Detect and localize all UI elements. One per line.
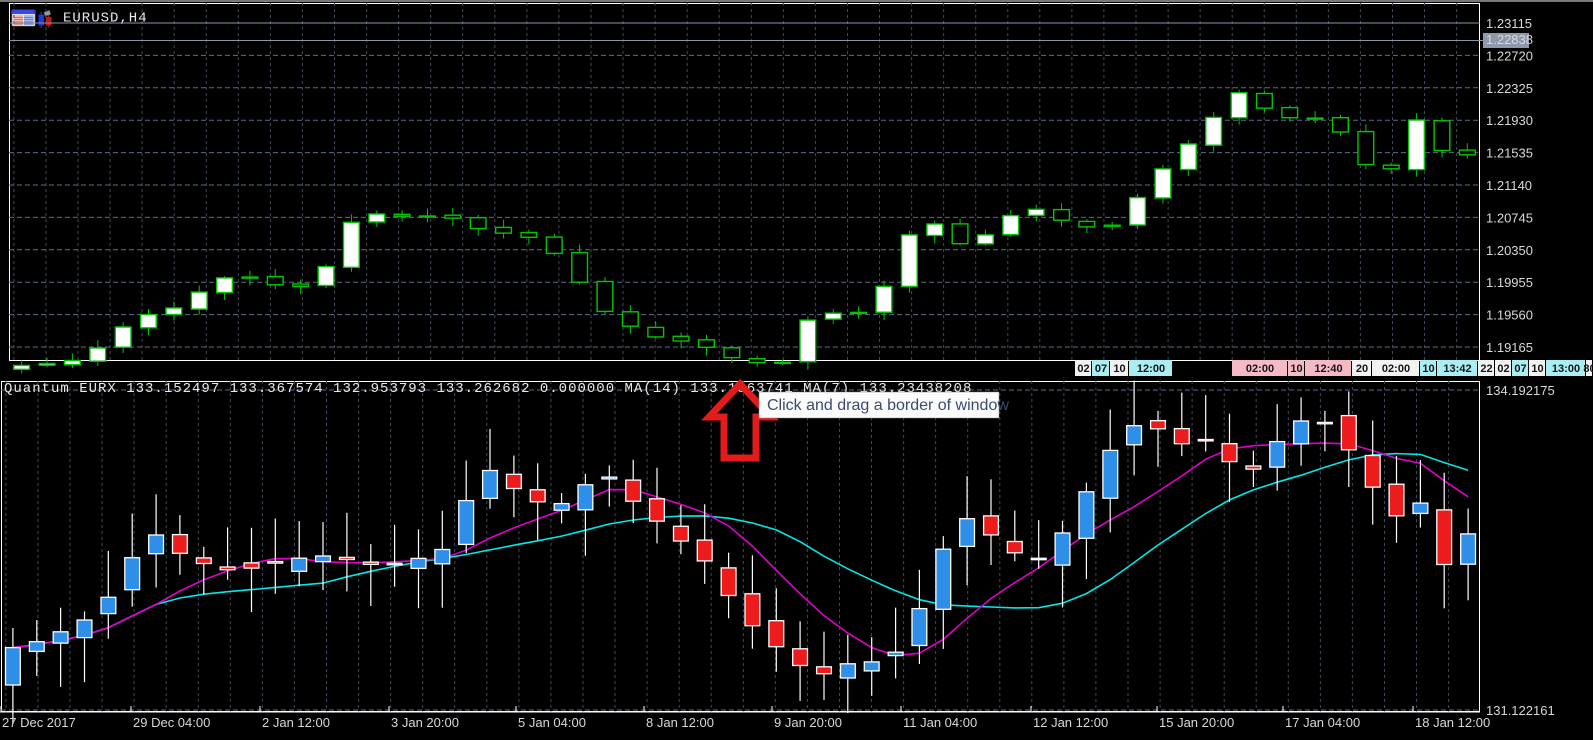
svg-text:131.122161: 131.122161 (1486, 703, 1555, 718)
svg-text:1.21535: 1.21535 (1486, 146, 1533, 161)
svg-text:27 Dec 2017: 27 Dec 2017 (2, 715, 76, 730)
svg-text:1.22720: 1.22720 (1486, 48, 1533, 63)
svg-text:12:00: 12:00 (1137, 363, 1165, 375)
svg-text:3 Jan 20:00: 3 Jan 20:00 (391, 715, 459, 730)
svg-text:5 Jan 04:00: 5 Jan 04:00 (518, 715, 586, 730)
svg-text:10: 10 (1531, 363, 1543, 375)
svg-text:1.20350: 1.20350 (1486, 243, 1533, 258)
svg-text:80: 80 (1583, 363, 1593, 375)
svg-text:29 Dec 04:00: 29 Dec 04:00 (133, 715, 210, 730)
svg-text:17 Jan 04:00: 17 Jan 04:00 (1285, 715, 1360, 730)
svg-text:15 Jan 20:00: 15 Jan 20:00 (1159, 715, 1234, 730)
svg-text:13:00: 13:00 (1552, 363, 1580, 375)
svg-text:2 Jan 12:00: 2 Jan 12:00 (262, 715, 330, 730)
svg-text:1.19955: 1.19955 (1486, 275, 1533, 290)
svg-text:02: 02 (1077, 363, 1089, 375)
svg-text:Click and drag a border of win: Click and drag a border of window (767, 397, 1009, 414)
svg-text:20: 20 (1356, 363, 1368, 375)
svg-text:12:40: 12:40 (1314, 363, 1342, 375)
svg-text:12 Jan 12:00: 12 Jan 12:00 (1033, 715, 1108, 730)
svg-text:07: 07 (1514, 363, 1526, 375)
svg-text:02: 02 (1497, 363, 1509, 375)
svg-text:02:00: 02:00 (1382, 363, 1410, 375)
svg-text:1.22325: 1.22325 (1486, 81, 1533, 96)
svg-text:1.20745: 1.20745 (1486, 210, 1533, 225)
svg-text:07: 07 (1095, 363, 1107, 375)
svg-text:8 Jan 12:00: 8 Jan 12:00 (646, 715, 714, 730)
svg-text:13:42: 13:42 (1443, 363, 1471, 375)
svg-text:02:00: 02:00 (1246, 363, 1274, 375)
svg-text:1.19165: 1.19165 (1486, 340, 1533, 355)
svg-text:1.19560: 1.19560 (1486, 308, 1533, 323)
svg-text:10: 10 (1422, 363, 1434, 375)
svg-text:22: 22 (1480, 363, 1492, 375)
svg-text:9 Jan 20:00: 9 Jan 20:00 (774, 715, 842, 730)
svg-text:134.192175: 134.192175 (1486, 383, 1555, 398)
svg-text:11 Jan 04:00: 11 Jan 04:00 (903, 715, 977, 730)
svg-text:EURUSD,H4: EURUSD,H4 (63, 11, 148, 27)
svg-text:1.22838: 1.22838 (1486, 32, 1533, 47)
svg-text:10: 10 (1113, 363, 1125, 375)
svg-text:1.21930: 1.21930 (1486, 113, 1533, 128)
svg-text:1.21140: 1.21140 (1486, 178, 1532, 193)
svg-text:10: 10 (1290, 363, 1302, 375)
svg-text:18 Jan 12:00: 18 Jan 12:00 (1415, 715, 1490, 730)
svg-text:1.23115: 1.23115 (1486, 16, 1532, 31)
